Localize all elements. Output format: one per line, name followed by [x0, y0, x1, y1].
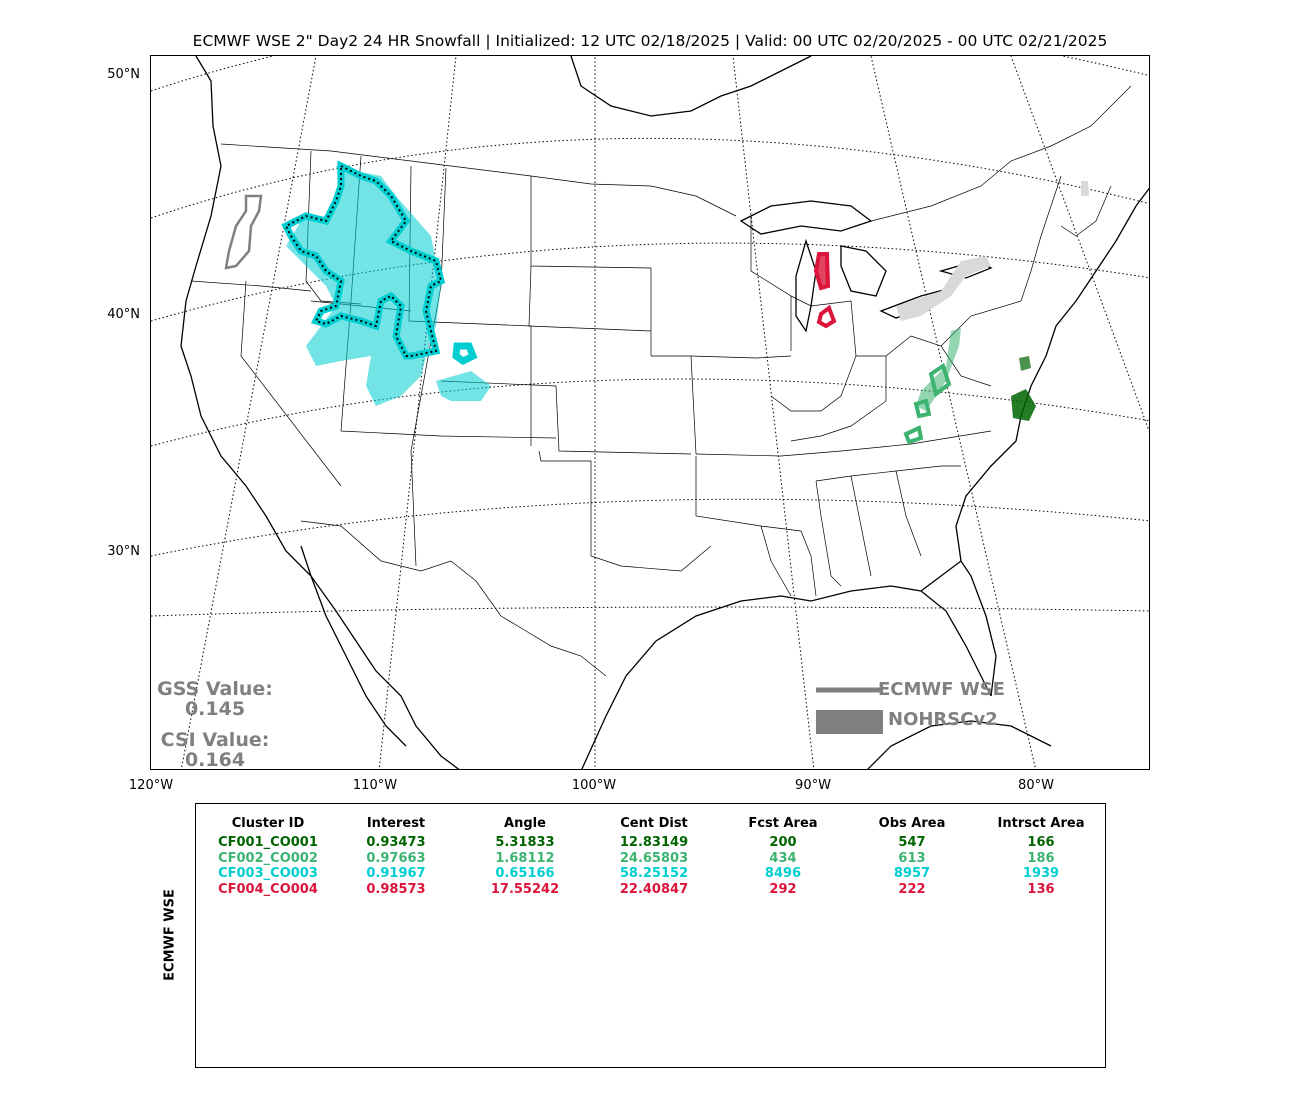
- unmatched-observed-ne: [1081, 181, 1089, 196]
- col-header-cent-dist: Cent Dist: [620, 816, 688, 831]
- table-cell-obs-area: 8957: [893, 866, 931, 882]
- yucatan: [867, 720, 1052, 769]
- col-header-angle: Angle: [504, 816, 546, 831]
- col-header-obs-area: Obs Area: [878, 816, 946, 831]
- hudson-bay: [570, 56, 812, 117]
- cf002-forecast: [903, 362, 952, 445]
- baja: [300, 545, 407, 747]
- lon-label-90w: 90°W: [795, 778, 831, 793]
- col-header-cluster-id: Cluster ID: [231, 816, 305, 831]
- mexico-border: [300, 520, 607, 677]
- map-title: ECMWF WSE 2" Day2 24 HR Snowfall | Initi…: [192, 32, 1108, 50]
- table-cell-angle: 1.68112: [495, 850, 555, 866]
- table-cell-cluster-id: CF004_CO004: [218, 882, 318, 898]
- col-header-fcst-area: Fcst Area: [748, 816, 818, 831]
- table-side-label-text: ECMWF WSE: [162, 889, 178, 981]
- unmatched-observed-east: [896, 256, 991, 321]
- table-cell-angle: 17.55242: [490, 882, 560, 898]
- parallel-35n: [151, 378, 1149, 447]
- legend-observed-label: NOHRSCv2: [888, 709, 998, 730]
- csi-label: CSI Value:: [160, 729, 270, 751]
- meridian-120w: [180, 56, 317, 769]
- table-cell-intrsct-area: 136: [1027, 882, 1055, 898]
- meridian-90w: [732, 56, 815, 769]
- lon-label-80w: 80°W: [1018, 778, 1054, 793]
- snowfall-objects: [224, 160, 1089, 445]
- table-cell-cluster-id: CF002_CO002: [218, 850, 318, 866]
- graticule: [151, 56, 1149, 769]
- florida: [920, 560, 997, 697]
- canada-border: [220, 85, 1132, 222]
- table-cell-cluster-id: CF003_CO003: [218, 866, 318, 882]
- parallel-50n: [151, 56, 1149, 92]
- table-cell-intrsct-area: 186: [1027, 850, 1055, 866]
- table-cell-interest: 0.98573: [366, 882, 426, 898]
- cluster-stats-table: Cluster ID Interest Angle Cent Dist Fcst…: [195, 803, 1106, 1068]
- great-lakes-huron: [840, 245, 887, 297]
- lon-label-100w: 100°W: [571, 778, 617, 793]
- great-lakes-superior: [739, 200, 873, 235]
- csi-value: 0.164: [184, 749, 246, 770]
- table-cell-fcst-area: 8496: [764, 866, 802, 882]
- snowfall-map: GSS Value: 0.145 CSI Value: 0.164 ECMWF …: [150, 55, 1150, 770]
- coastline: [180, 56, 1149, 769]
- cluster-cf002-objects: [903, 328, 961, 445]
- legend-observed-swatch: [816, 710, 883, 734]
- cf003-forecast: [281, 160, 446, 360]
- unmatched-forecast-west: [224, 194, 263, 270]
- table-cell-obs-area: 222: [898, 882, 926, 898]
- lat-label-30n: 30°N: [107, 544, 140, 559]
- cf001-observed-north: [1019, 356, 1031, 371]
- col-header-interest: Interest: [366, 816, 426, 831]
- map-canvas: [151, 56, 1149, 769]
- west-coast: [180, 56, 460, 769]
- meridian-75w: [1010, 56, 1149, 433]
- lon-label-120w: 120°W: [128, 778, 174, 793]
- table-cell-cent-dist: 22.40847: [619, 882, 689, 898]
- legend-forecast-label: ECMWF WSE: [878, 679, 1005, 700]
- table-cell-intrsct-area: 166: [1027, 835, 1055, 850]
- table-cell-cent-dist: 58.25152: [619, 866, 689, 882]
- gulf-coast: [581, 585, 992, 769]
- cf003-forecast-east: [452, 342, 478, 366]
- col-header-intrsct-area: Intrsct Area: [997, 816, 1085, 831]
- table-cell-angle: 0.65166: [495, 866, 555, 882]
- cluster-cf003-objects: [281, 160, 491, 406]
- gss-label: GSS Value:: [157, 678, 273, 700]
- great-lakes-michigan: [795, 238, 817, 333]
- cluster-cf004-objects: [813, 252, 837, 329]
- parallel-45n: [151, 137, 1149, 219]
- cf002-observed: [916, 328, 961, 411]
- table-cell-cluster-id: CF001_CO001: [218, 835, 318, 850]
- lon-label-110w: 110°W: [352, 778, 398, 793]
- cf001-observed: [1011, 389, 1036, 421]
- cf003-observed-east: [436, 371, 491, 401]
- table-cell-fcst-area: 200: [769, 835, 797, 850]
- table-cell-angle: 5.31833: [495, 835, 555, 850]
- east-coast: [955, 187, 1149, 562]
- table-cell-interest: 0.93473: [366, 835, 426, 850]
- lat-label-40n: 40°N: [107, 307, 140, 322]
- parallel-40n: [151, 242, 1149, 322]
- table-cell-cent-dist: 24.65803: [619, 850, 689, 866]
- cf004-forecast: [813, 252, 837, 329]
- table-cell-obs-area: 613: [898, 850, 926, 866]
- table-cell-interest: 0.91967: [366, 866, 426, 882]
- cluster-cf001-objects: [1011, 356, 1036, 421]
- state-borders: [190, 85, 1132, 677]
- table-cell-fcst-area: 292: [769, 882, 797, 898]
- gss-value: 0.145: [184, 698, 246, 720]
- meridian-110w: [378, 56, 457, 769]
- table-cell-obs-area: 547: [898, 835, 926, 850]
- table-cell-fcst-area: 434: [769, 850, 797, 866]
- table-cell-intrsct-area: 1939: [1022, 866, 1060, 882]
- legend: [816, 687, 883, 734]
- lat-label-50n: 50°N: [107, 67, 140, 82]
- table-cell-interest: 0.97663: [366, 850, 426, 866]
- table-cell-cent-dist: 12.83149: [619, 835, 689, 850]
